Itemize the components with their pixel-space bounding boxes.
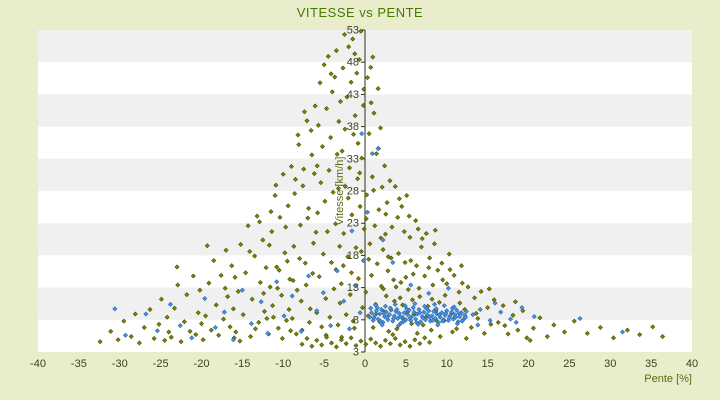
x-tick-label: -25 bbox=[153, 358, 169, 370]
x-tick-label: 5 bbox=[403, 358, 409, 370]
x-axis-title: Pente [%] bbox=[644, 373, 692, 385]
y-tick-label: 8 bbox=[353, 314, 359, 326]
y-tick-label: 38 bbox=[347, 121, 359, 133]
x-tick-label: 35 bbox=[645, 358, 657, 370]
x-tick-label: -20 bbox=[194, 358, 210, 370]
y-tick-label: 3 bbox=[353, 347, 359, 359]
y-tick-label: 23 bbox=[347, 218, 359, 230]
y-tick-label: 18 bbox=[347, 250, 359, 262]
y-tick-label: 43 bbox=[347, 89, 359, 101]
x-tick-label: -40 bbox=[30, 358, 46, 370]
x-tick-label: -30 bbox=[112, 358, 128, 370]
x-tick-label: 20 bbox=[522, 358, 534, 370]
x-tick-label: 25 bbox=[563, 358, 575, 370]
series-blue bbox=[112, 131, 626, 343]
x-tick-label: 40 bbox=[686, 358, 698, 370]
y-tick-label: 13 bbox=[347, 282, 359, 294]
x-tick-label: 10 bbox=[441, 358, 453, 370]
chart-title: VITESSE vs PENTE bbox=[296, 5, 424, 20]
x-tick-label: 15 bbox=[482, 358, 494, 370]
x-tick-label: -5 bbox=[319, 358, 329, 370]
x-tick-labels: -40 -35 -30 -25 -20 -15 -10 -5 0 5 10 15 20 25 30 35 40 bbox=[30, 358, 698, 370]
y-axis-title: Vitesse [km/h] bbox=[334, 157, 346, 226]
x-tick-label: -35 bbox=[71, 358, 87, 370]
y-tick-label: 53 bbox=[347, 25, 359, 37]
x-tick-label: -15 bbox=[234, 358, 250, 370]
y-tick-label: 28 bbox=[347, 186, 359, 198]
y-axis-ticks bbox=[361, 29, 365, 353]
x-tick-label: 0 bbox=[362, 358, 368, 370]
x-tick-label: -10 bbox=[275, 358, 291, 370]
y-tick-label: 33 bbox=[347, 153, 359, 165]
y-tick-label: 48 bbox=[347, 57, 359, 69]
x-tick-label: 30 bbox=[604, 358, 616, 370]
